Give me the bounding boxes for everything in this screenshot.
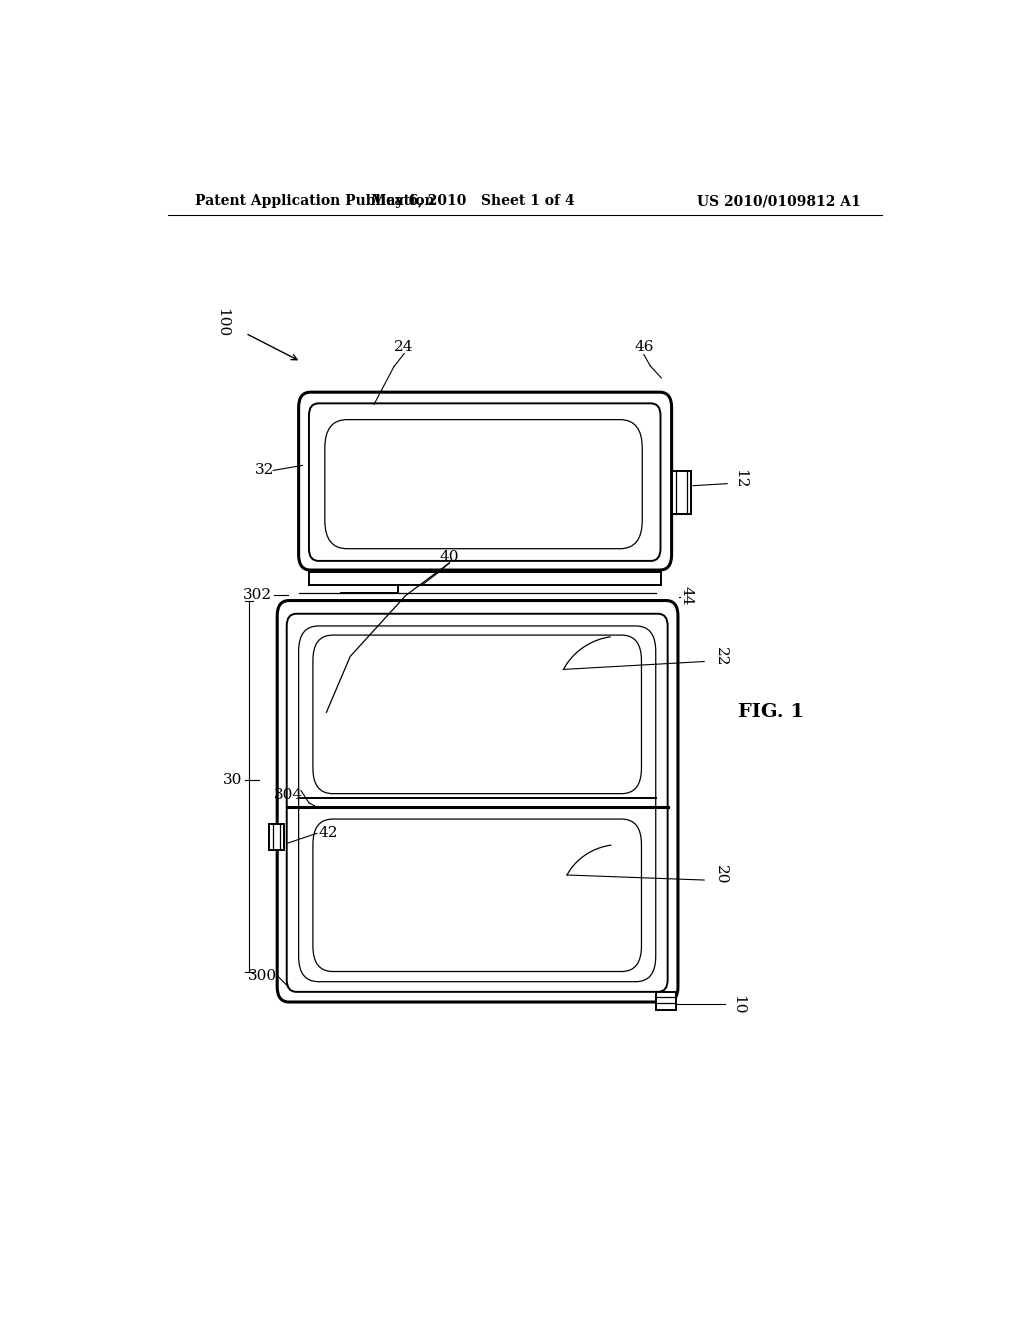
Text: 100: 100 bbox=[215, 309, 228, 338]
Text: 40: 40 bbox=[439, 550, 459, 564]
Text: FIG. 1: FIG. 1 bbox=[737, 704, 804, 721]
Text: 24: 24 bbox=[394, 341, 414, 355]
Text: US 2010/0109812 A1: US 2010/0109812 A1 bbox=[697, 194, 860, 209]
Bar bbox=[269, 824, 284, 850]
Text: 46: 46 bbox=[634, 341, 653, 355]
FancyBboxPatch shape bbox=[325, 420, 642, 549]
FancyBboxPatch shape bbox=[313, 818, 641, 972]
Bar bbox=[655, 991, 676, 1010]
Text: 302: 302 bbox=[243, 589, 272, 602]
Text: 12: 12 bbox=[733, 469, 746, 488]
Text: 44: 44 bbox=[680, 586, 693, 605]
FancyBboxPatch shape bbox=[287, 614, 668, 991]
FancyBboxPatch shape bbox=[299, 392, 672, 570]
Text: 20: 20 bbox=[714, 865, 728, 884]
Text: 22: 22 bbox=[714, 647, 728, 667]
Text: 42: 42 bbox=[318, 826, 338, 841]
Text: Patent Application Publication: Patent Application Publication bbox=[196, 194, 435, 209]
FancyBboxPatch shape bbox=[309, 404, 660, 561]
Text: May 6, 2010   Sheet 1 of 4: May 6, 2010 Sheet 1 of 4 bbox=[372, 194, 575, 209]
Text: 304: 304 bbox=[273, 788, 303, 801]
Bar bbox=[672, 471, 691, 515]
Text: 10: 10 bbox=[731, 995, 745, 1015]
FancyBboxPatch shape bbox=[313, 635, 641, 793]
Text: 30: 30 bbox=[223, 774, 243, 788]
FancyBboxPatch shape bbox=[278, 601, 678, 1002]
FancyBboxPatch shape bbox=[299, 626, 655, 982]
Text: 32: 32 bbox=[255, 463, 274, 478]
Text: 300: 300 bbox=[249, 969, 278, 982]
